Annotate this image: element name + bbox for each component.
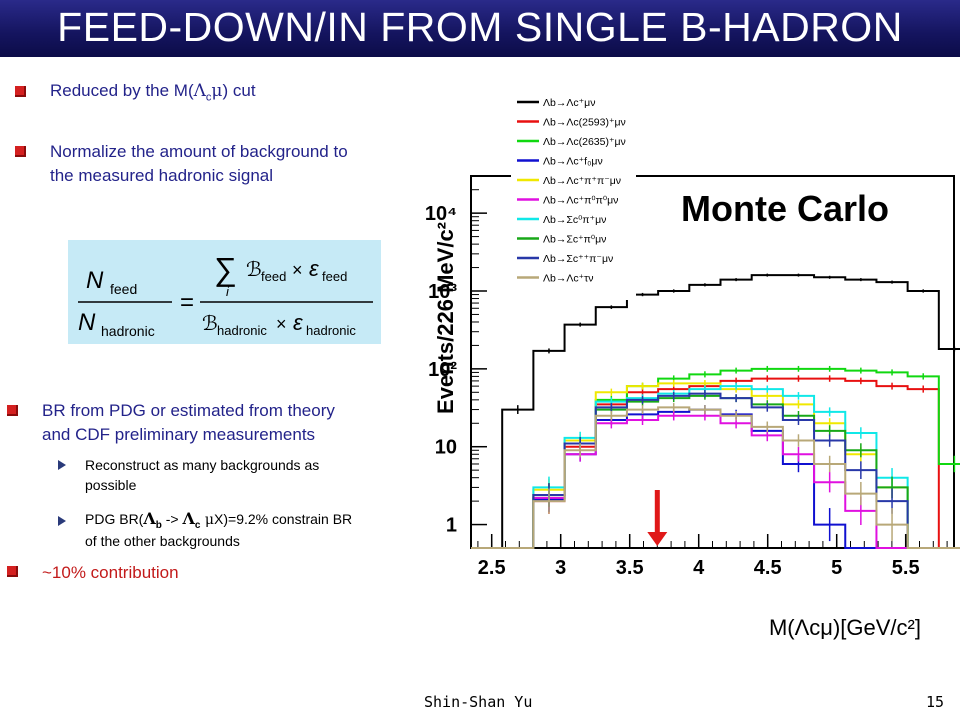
bullet-br-line1: BR from PDG or estimated from theory (42, 401, 335, 420)
legend-entry: Λb→Σc⁰π⁺μν (543, 214, 606, 226)
formula-b-hadronic-sub: hadronic (217, 323, 267, 338)
legend-entry: Λb→Λc⁺π⁺π⁻μν (543, 175, 621, 187)
bullet-br-line2: and CDF preliminary measurements (42, 425, 316, 444)
pdg-br-pre: PDG BR( (85, 511, 144, 527)
formula-n-feed: N (86, 267, 104, 294)
sub-bullet-pdg-line2: of the other backgrounds (85, 533, 240, 549)
lambda-symbol: Λ (193, 81, 206, 101)
y-axis-label: Events/226 MeV/c² (433, 222, 458, 414)
lambda-b-symbol: Λ (143, 509, 156, 528)
histogram-series (471, 414, 960, 549)
slide-title: FEED-DOWN/IN FROM SINGLE B-HADRON (57, 4, 903, 50)
y-tick-label: 10 (435, 437, 457, 459)
formula-eps-feed-sub: feed (322, 269, 347, 284)
lambda-c-subscript: c (194, 519, 201, 531)
pdg-arrow: -> (161, 511, 183, 527)
mu-symbol: μ (211, 81, 223, 101)
histogram-series (471, 377, 960, 549)
x-tick-label: 3.5 (616, 557, 644, 579)
x-tick-label: 2.5 (478, 557, 506, 579)
bullet-marker (15, 146, 26, 157)
legend-entry: Λb→Λc⁺μν (543, 97, 595, 109)
sub-bullet-reconstruct-line1: Reconstruct as many backgrounds as (85, 457, 320, 473)
formula-feed-sub: feed (110, 281, 137, 297)
histogram-series (471, 382, 960, 549)
footer-page-number: 15 (926, 693, 945, 711)
sub-bullet-marker (58, 516, 66, 526)
legend-entry: Λb→Λc⁺f₀μν (543, 156, 603, 168)
x-tick-label: 4.5 (754, 557, 782, 579)
sub-bullet-marker (58, 460, 66, 470)
y-tick-label: 10⁴ (425, 203, 457, 225)
title-bar (0, 0, 960, 57)
bullet-mass-cut: Reduced by the M(Λcμ) cut (50, 80, 256, 108)
formula-eps-feed: ε (309, 256, 319, 281)
legend-box (511, 93, 636, 300)
histogram-series (471, 274, 960, 549)
formula-b-feed: ℬ (246, 259, 262, 281)
lambda-c-symbol: Λ (182, 509, 195, 528)
formula-n-hadronic: N (78, 309, 96, 336)
x-tick-label: 3 (555, 557, 566, 579)
bullet-marker (7, 405, 18, 416)
formula-b-hadronic: ℬ (202, 313, 218, 335)
formula-svg: N feed N hadronic = ∑ i ℬ feed × ε feed … (78, 251, 373, 339)
formula-times-bottom: × (276, 314, 287, 334)
bullet-normalize-line2: the measured hadronic signal (50, 166, 274, 185)
histogram-series (471, 406, 960, 549)
cut-arrow-head (647, 532, 668, 546)
mu-symbol: μ (200, 512, 215, 528)
formula-equals: = (180, 289, 194, 316)
formula-b-feed-sub: feed (261, 269, 286, 284)
x-axis-label: M(Λcμ)[GeV/c²] (769, 615, 921, 640)
legend-entry: Λb→Λc(2593)⁺μν (543, 117, 626, 129)
x-tick-label: 5.5 (892, 557, 920, 579)
histogram-svg: Events/226 MeV/c² M(Λcμ)[GeV/c²] 2.5 3 3.5… (425, 93, 960, 640)
legend-entry: Λb→Λc⁺π⁰π⁰μν (543, 195, 618, 207)
bullet-mass-cut-pre: Reduced by the M( (50, 81, 194, 100)
monte-carlo-label: Monte Carlo (681, 188, 889, 229)
legend-entry: Λb→Σc⁺⁺π⁻μν (543, 253, 613, 265)
formula-eps-hadronic: ε (293, 310, 303, 335)
bullet-mass-cut-post: ) cut (222, 81, 256, 100)
bullet-contribution: ~10% contribution (42, 563, 179, 582)
bullet-normalize-line1: Normalize the amount of background to (50, 142, 348, 161)
y-tick-label: 10² (428, 359, 457, 381)
footer-author: Shin-Shan Yu (424, 693, 533, 711)
bullet-marker (7, 566, 18, 577)
formula-eps-hadronic-sub: hadronic (306, 323, 356, 338)
legend-entry: Λb→Λc(2635)⁺μν (543, 136, 626, 148)
legend-entry: Λb→Λc⁺τν (543, 273, 594, 285)
histogram-series (471, 408, 960, 549)
bullet-marker (15, 86, 26, 97)
lambda-b-subscript: b (155, 519, 162, 531)
sub-bullet-reconstruct-line2: possible (85, 477, 137, 493)
formula-hadronic-sub: hadronic (101, 323, 155, 339)
x-tick-label: 4 (693, 557, 705, 579)
lambda-subscript: c (205, 91, 212, 104)
x-tick-label: 5 (831, 557, 842, 579)
sub-bullet-pdg-line1: PDG BR(Λb -> Λc μX)=9.2% constrain BR (85, 510, 352, 535)
normalization-formula: N feed N hadronic = ∑ i ℬ feed × ε feed … (68, 240, 381, 344)
formula-times-top: × (292, 260, 303, 280)
formula-sum: ∑ (214, 251, 237, 287)
mass-histogram: Events/226 MeV/c² M(Λcμ)[GeV/c²] 2.5 3 3.5… (421, 88, 960, 648)
y-axis-title: Events/226 MeV/c² (433, 222, 458, 414)
formula-sum-index: i (226, 284, 230, 299)
y-tick-label: 10³ (428, 281, 457, 303)
legend-entry: Λb→Σc⁺π⁰μν (543, 234, 606, 246)
pdg-br-post: X)=9.2% constrain BR (214, 511, 353, 527)
y-tick-label: 1 (446, 515, 457, 537)
